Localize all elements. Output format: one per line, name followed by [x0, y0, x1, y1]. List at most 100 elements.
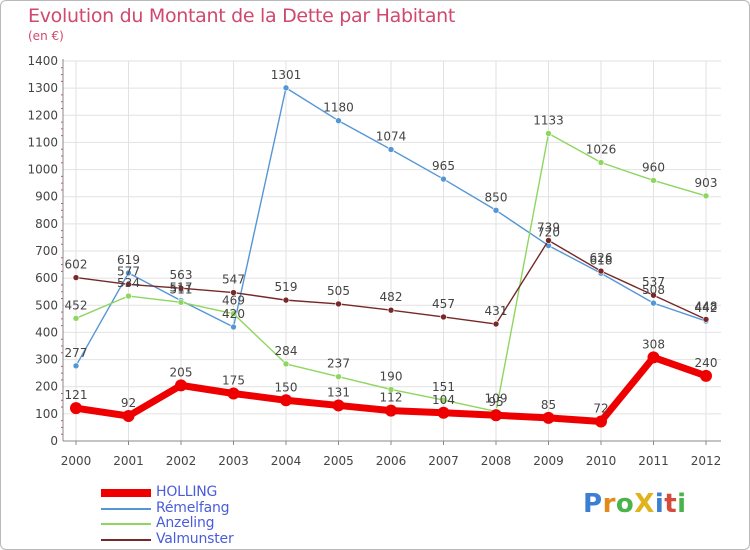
data-point — [387, 386, 395, 393]
data-point — [230, 310, 237, 318]
legend-label: Anzeling — [156, 515, 215, 531]
data-point — [545, 130, 552, 137]
data-point — [595, 415, 607, 428]
x-tick-label: 2005 — [323, 454, 354, 468]
data-point — [177, 284, 185, 292]
chart-title: Evolution du Montant de la Dette par Hab… — [28, 5, 456, 27]
y-tick-label: 0 — [50, 434, 58, 448]
legend-label: Valmunster — [156, 530, 234, 547]
data-label: 960 — [642, 160, 665, 174]
data-point — [70, 402, 82, 415]
data-label: 277 — [65, 346, 88, 360]
y-tick-label: 600 — [35, 271, 58, 285]
data-point — [385, 404, 397, 417]
data-label: 151 — [432, 380, 455, 394]
data-point — [335, 117, 342, 125]
data-label: 131 — [327, 385, 350, 399]
legend-swatch — [101, 523, 151, 525]
x-tick-label: 2003 — [218, 454, 249, 468]
data-label: 547 — [222, 273, 245, 287]
data-point — [542, 411, 555, 424]
data-label: 150 — [275, 380, 298, 394]
data-point — [280, 394, 292, 407]
legend-label: Rémelfang — [156, 499, 230, 516]
logo-letter: X — [634, 489, 655, 519]
series — [70, 84, 712, 428]
data-point — [490, 409, 502, 422]
data-label: 563 — [170, 268, 193, 282]
y-tick-label: 1100 — [27, 135, 58, 149]
data-point — [175, 379, 187, 392]
data-label: 602 — [65, 258, 88, 272]
data-label: 482 — [380, 290, 403, 304]
grid — [63, 60, 721, 441]
logo-letter: i — [654, 489, 665, 519]
x-tick-label: 2010 — [586, 454, 617, 468]
data-label: 537 — [642, 275, 665, 289]
data-label: 577 — [117, 264, 140, 278]
data-point — [125, 281, 132, 288]
data-point — [72, 274, 80, 281]
data-point — [230, 289, 237, 296]
x-tick-label: 2009 — [533, 454, 564, 468]
data-point — [650, 291, 657, 299]
data-label: 92 — [121, 396, 136, 410]
data-label: 85 — [541, 398, 556, 412]
data-label: 448 — [695, 299, 718, 313]
y-tick-label: 300 — [35, 353, 58, 367]
legend-label: HOLLING — [156, 484, 218, 500]
data-point — [700, 369, 712, 382]
data-point — [650, 177, 657, 184]
y-tick-label: 400 — [35, 325, 58, 339]
y-tick-label: 1200 — [27, 108, 58, 122]
data-label: 850 — [485, 190, 508, 204]
data-label: 121 — [65, 388, 88, 402]
data-label: 965 — [432, 159, 455, 173]
data-point — [122, 410, 135, 423]
legend-swatch — [101, 538, 151, 541]
data-point — [545, 237, 552, 244]
legend-swatch — [101, 489, 151, 497]
data-label: 109 — [485, 391, 508, 405]
data-label: 452 — [65, 298, 88, 312]
data-label: 284 — [275, 344, 298, 358]
logo-letter: P — [583, 489, 603, 519]
data-label: 95 — [488, 395, 503, 409]
data-point — [125, 269, 132, 277]
data-label: 517 — [170, 281, 193, 295]
y-tick-label: 700 — [35, 244, 58, 258]
data-label: 431 — [485, 304, 508, 318]
y-tick-label: 200 — [35, 380, 58, 394]
data-point — [387, 306, 395, 314]
data-point — [387, 146, 395, 153]
data-label: 903 — [695, 176, 718, 190]
axes: 0 100 200 300 400 500 600 700 800 900 1000 1100 1200… — [27, 54, 721, 468]
data-label: 626 — [590, 251, 613, 265]
proxiti-logo: ProXiti — [583, 489, 687, 519]
data-label: 104 — [432, 393, 455, 407]
x-tick-label: 2008 — [481, 454, 512, 468]
data-label: 618 — [590, 253, 613, 267]
data-label: 619 — [117, 253, 140, 267]
data-point — [492, 206, 500, 214]
data-point — [227, 387, 240, 400]
data-label: 240 — [695, 356, 718, 370]
y-tick-label: 100 — [35, 407, 58, 421]
data-point — [72, 315, 80, 322]
data-point — [437, 406, 450, 419]
data-labels: 121 92 205 175 150 131 112 104 95 85 72 308 240 277 61… — [65, 68, 718, 416]
data-label: 1026 — [586, 143, 617, 157]
data-label: 308 — [642, 337, 665, 351]
x-tick-label: 2002 — [166, 454, 197, 468]
data-point — [335, 373, 342, 380]
data-label: 442 — [695, 301, 718, 315]
data-point — [440, 175, 447, 183]
data-point — [230, 323, 237, 331]
data-label: 534 — [117, 276, 140, 290]
y-tick-label: 800 — [35, 217, 58, 231]
data-label: 237 — [327, 357, 350, 371]
data-point — [702, 316, 710, 323]
data-point — [177, 298, 185, 306]
data-point — [125, 292, 132, 300]
